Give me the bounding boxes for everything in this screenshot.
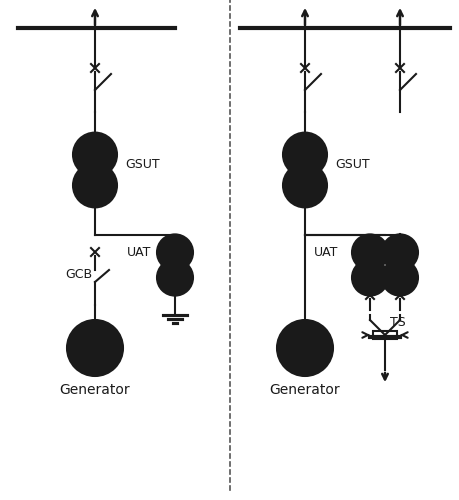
Text: G: G: [90, 335, 100, 349]
Circle shape: [351, 234, 387, 270]
Circle shape: [351, 260, 387, 296]
Text: GCB: GCB: [65, 268, 92, 281]
Circle shape: [157, 260, 193, 296]
Text: Generator: Generator: [60, 383, 130, 397]
Text: GSUT: GSUT: [125, 158, 159, 172]
Text: G: G: [299, 335, 310, 349]
Circle shape: [276, 320, 332, 376]
Circle shape: [381, 260, 417, 296]
Text: UAT: UAT: [313, 246, 338, 260]
Circle shape: [73, 164, 117, 208]
Text: 3~: 3~: [86, 350, 104, 364]
Circle shape: [381, 234, 417, 270]
Circle shape: [157, 234, 193, 270]
Circle shape: [73, 132, 117, 176]
Circle shape: [282, 164, 326, 208]
Text: 3~: 3~: [295, 350, 313, 364]
Circle shape: [282, 132, 326, 176]
Text: TS: TS: [389, 316, 405, 328]
Text: UAT: UAT: [127, 246, 151, 260]
Text: Generator: Generator: [269, 383, 340, 397]
Circle shape: [67, 320, 123, 376]
Text: GSUT: GSUT: [334, 158, 369, 172]
FancyBboxPatch shape: [372, 331, 396, 339]
